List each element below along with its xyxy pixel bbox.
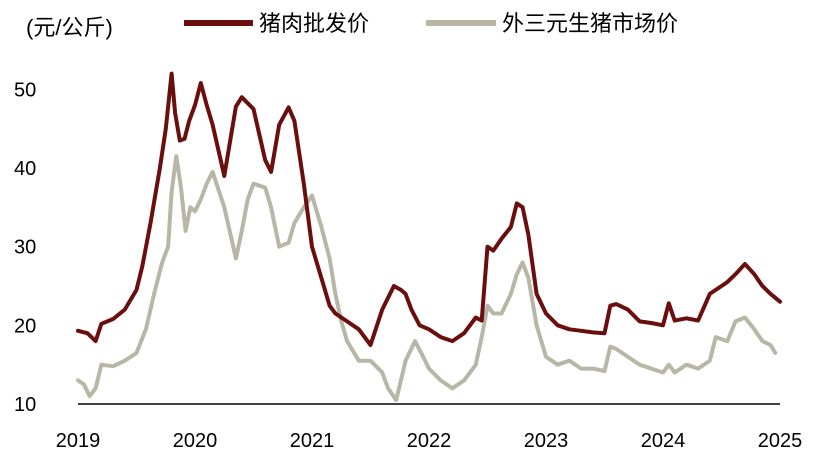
y-tick-label-30: 30 — [14, 237, 36, 259]
x-tick-label-2025: 2025 — [758, 430, 803, 452]
y-tick-label-40: 40 — [14, 158, 36, 180]
legend-label-wholesale: 猪肉批发价 — [259, 11, 369, 36]
series-layer — [76, 71, 782, 403]
legend-label-market: 外三元生猪市场价 — [502, 11, 678, 36]
legend: 猪肉批发价 外三元生猪市场价 — [184, 11, 678, 36]
x-axis: 2019 2020 2021 2022 2023 2024 2025 — [56, 430, 803, 452]
y-tick-label-20: 20 — [14, 315, 36, 337]
y-unit-label: (元/公斤) — [26, 15, 113, 40]
x-tick-label-2023: 2023 — [524, 430, 569, 452]
series-line-wholesale — [76, 71, 782, 347]
x-tick-label-2024: 2024 — [641, 430, 686, 452]
x-tick-label-2019: 2019 — [56, 430, 101, 452]
y-tick-label-50: 50 — [14, 79, 36, 101]
x-tick-label-2022: 2022 — [407, 430, 452, 452]
x-tick-label-2021: 2021 — [290, 430, 335, 452]
series-line-market — [76, 154, 778, 403]
y-axis: 10 20 30 40 50 — [14, 79, 36, 416]
x-tick-label-2020: 2020 — [173, 430, 218, 452]
y-tick-label-10: 10 — [14, 394, 36, 416]
